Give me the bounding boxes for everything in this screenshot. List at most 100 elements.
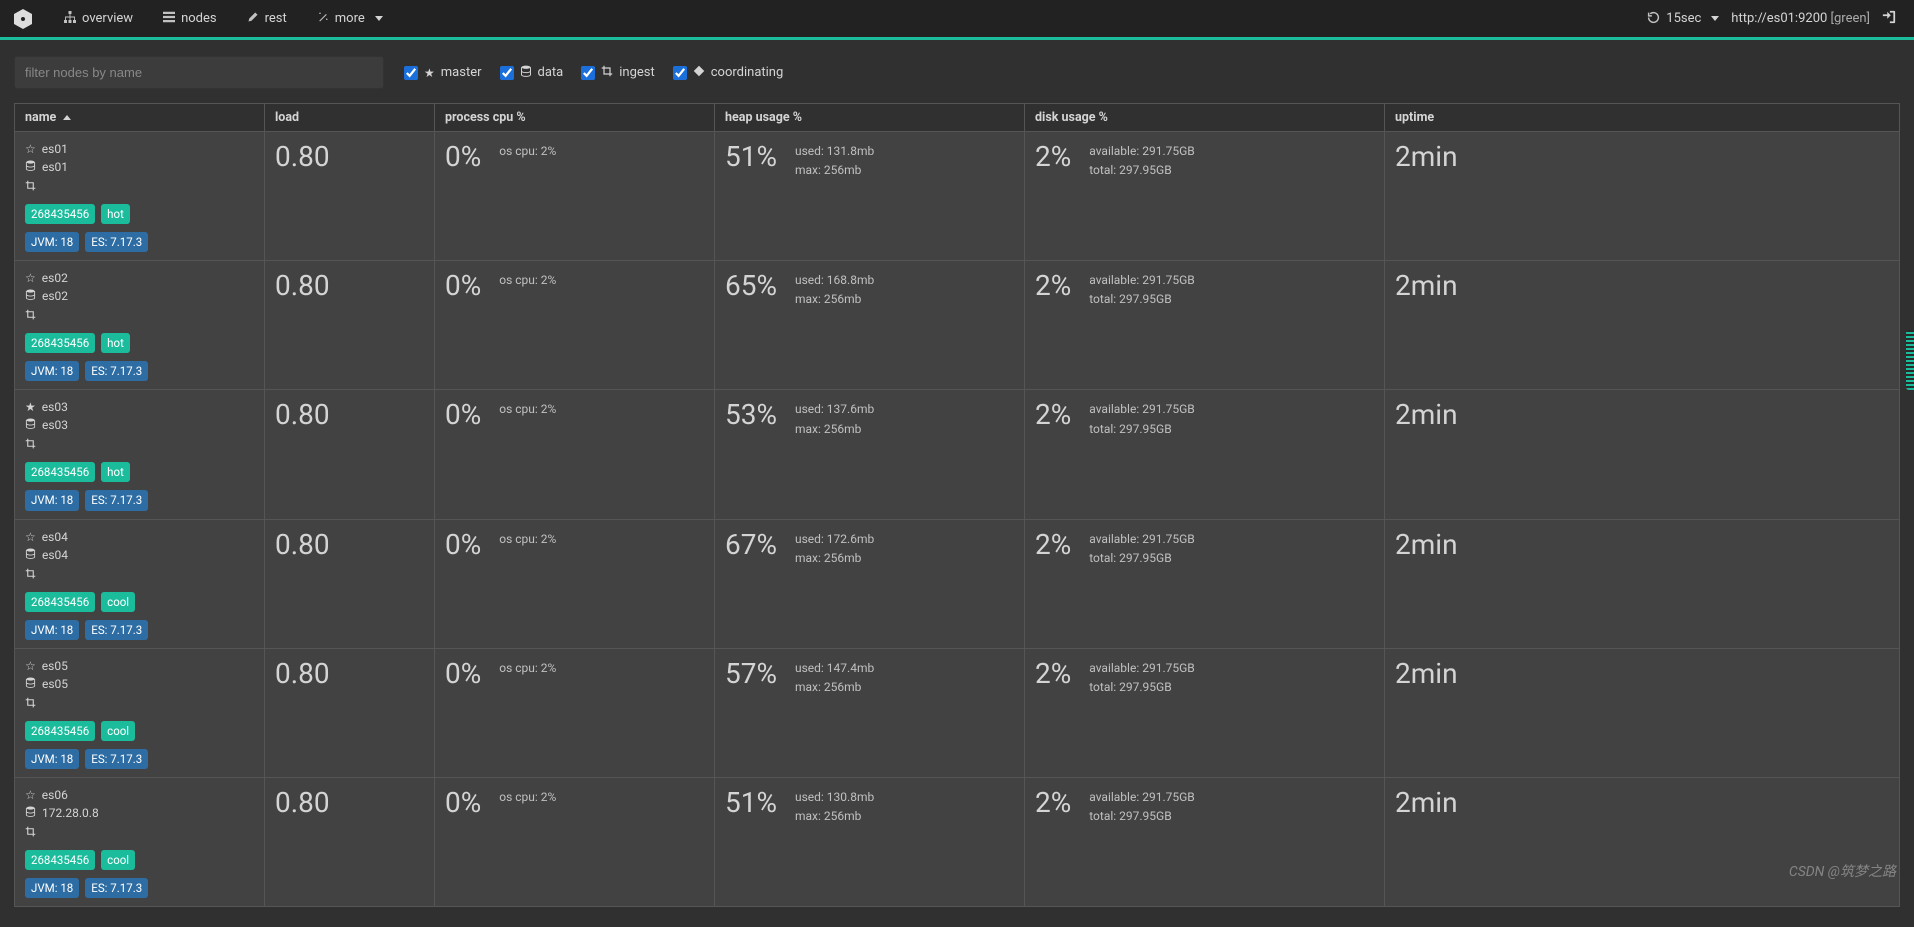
col-header-cpu[interactable]: process cpu % xyxy=(435,104,715,132)
heap-used-value: used: 147.4mb xyxy=(795,659,874,678)
role-filter-coordinating[interactable]: coordinating xyxy=(673,65,784,80)
heap-pct-value: 65% xyxy=(725,269,777,303)
jvm-badge: JVM: 18 xyxy=(25,878,79,898)
nav-rest-label: rest xyxy=(265,11,287,26)
nav-rest[interactable]: rest xyxy=(233,3,301,34)
master-eligible-star-icon xyxy=(25,786,36,804)
role-ingest-label: ingest xyxy=(619,65,655,80)
node-name-cell: es01es01268435456hotJVM: 18ES: 7.17.3 xyxy=(15,132,265,261)
heap-max-value: max: 256mb xyxy=(795,161,874,180)
heap-pct-value: 51% xyxy=(725,786,777,820)
table-row: es01es01268435456hotJVM: 18ES: 7.17.30.8… xyxy=(15,132,1900,261)
heap-pct-value: 57% xyxy=(725,657,777,691)
role-filter-master[interactable]: ★ master xyxy=(404,65,482,80)
role-coordinating-checkbox[interactable] xyxy=(673,66,687,80)
disk-total-value: total: 297.95GB xyxy=(1089,807,1195,826)
node-uptime-cell: 2min xyxy=(1385,648,1900,777)
database-icon xyxy=(25,804,36,822)
role-filters: ★ master data ingest coordinating xyxy=(404,65,783,80)
col-header-name[interactable]: name xyxy=(15,104,265,132)
process-cpu-value: 0% xyxy=(445,269,481,303)
node-cpu-cell: 0%os cpu: 2% xyxy=(435,390,715,519)
attr-badge: 268435456 xyxy=(25,462,95,482)
process-cpu-value: 0% xyxy=(445,786,481,820)
nav-right: 15sec http://es01:9200 [green] xyxy=(1647,10,1904,28)
node-disk-cell: 2%available: 291.75GBtotal: 297.95GB xyxy=(1025,519,1385,648)
side-drawer-handle[interactable] xyxy=(1906,330,1914,390)
refresh-interval[interactable]: 15sec xyxy=(1647,11,1719,27)
app-logo[interactable] xyxy=(10,6,36,32)
tier-badge: hot xyxy=(101,204,130,224)
role-data-checkbox[interactable] xyxy=(500,66,514,80)
sort-asc-icon xyxy=(63,115,71,120)
node-host: es04 xyxy=(42,546,68,564)
process-cpu-value: 0% xyxy=(445,140,481,174)
nav-overview[interactable]: overview xyxy=(50,3,147,34)
col-heap-label: heap usage % xyxy=(725,110,802,125)
master-star-icon xyxy=(25,398,36,416)
disk-total-value: total: 297.95GB xyxy=(1089,420,1195,439)
process-cpu-value: 0% xyxy=(445,528,481,562)
os-cpu-value: os cpu: 2% xyxy=(499,659,556,678)
node-name[interactable]: es05 xyxy=(42,657,68,675)
node-name-cell: es04es04268435456coolJVM: 18ES: 7.17.3 xyxy=(15,519,265,648)
node-name[interactable]: es06 xyxy=(42,786,68,804)
col-cpu-label: process cpu % xyxy=(445,110,526,125)
filter-nodes-input[interactable] xyxy=(14,56,384,89)
tier-badge: cool xyxy=(101,721,135,741)
jvm-badge: JVM: 18 xyxy=(25,232,79,252)
disk-total-value: total: 297.95GB xyxy=(1089,290,1195,309)
heap-pct-value: 67% xyxy=(725,528,777,562)
role-data-label: data xyxy=(538,65,564,80)
node-load-cell: 0.80 xyxy=(265,648,435,777)
col-header-heap[interactable]: heap usage % xyxy=(715,104,1025,132)
cluster-host[interactable]: http://es01:9200 [green] xyxy=(1731,11,1870,26)
disk-total-value: total: 297.95GB xyxy=(1089,549,1195,568)
col-uptime-label: uptime xyxy=(1395,110,1434,125)
node-heap-cell: 51%used: 130.8mbmax: 256mb xyxy=(715,777,1025,906)
node-load-cell: 0.80 xyxy=(265,390,435,519)
uptime-value: 2min xyxy=(1395,398,1889,432)
host-url: http://es01:9200 xyxy=(1731,11,1827,26)
top-nav: overview nodes rest more 15sec xyxy=(0,0,1914,40)
es-version-badge: ES: 7.17.3 xyxy=(85,361,148,381)
role-filter-ingest[interactable]: ingest xyxy=(581,65,655,80)
load-value: 0.80 xyxy=(275,269,424,303)
es-version-badge: ES: 7.17.3 xyxy=(85,232,148,252)
col-header-load[interactable]: load xyxy=(265,104,435,132)
load-value: 0.80 xyxy=(275,528,424,562)
os-cpu-value: os cpu: 2% xyxy=(499,142,556,161)
chevron-down-icon xyxy=(375,16,383,21)
attr-badge: 268435456 xyxy=(25,592,95,612)
heap-max-value: max: 256mb xyxy=(795,807,874,826)
disk-pct-value: 2% xyxy=(1035,786,1071,820)
disconnect-icon[interactable] xyxy=(1882,10,1896,28)
role-filter-data[interactable]: data xyxy=(500,65,564,80)
disk-total-value: total: 297.95GB xyxy=(1089,161,1195,180)
role-ingest-checkbox[interactable] xyxy=(581,66,595,80)
tier-badge: hot xyxy=(101,333,130,353)
load-value: 0.80 xyxy=(275,657,424,691)
nav-more[interactable]: more xyxy=(303,3,397,34)
role-master-checkbox[interactable] xyxy=(404,66,418,80)
col-header-uptime[interactable]: uptime xyxy=(1385,104,1900,132)
es-version-badge: ES: 7.17.3 xyxy=(85,749,148,769)
node-host: 172.28.0.8 xyxy=(42,804,99,822)
uptime-value: 2min xyxy=(1395,269,1889,303)
crop-icon xyxy=(25,566,36,584)
master-eligible-star-icon xyxy=(25,657,36,675)
node-uptime-cell: 2min xyxy=(1385,777,1900,906)
col-header-disk[interactable]: disk usage % xyxy=(1025,104,1385,132)
crop-icon xyxy=(601,65,613,80)
nav-nodes[interactable]: nodes xyxy=(149,3,231,34)
node-name[interactable]: es03 xyxy=(42,398,68,416)
node-name[interactable]: es02 xyxy=(42,269,68,287)
role-coordinating-label: coordinating xyxy=(711,65,784,80)
chevron-down-icon xyxy=(1711,16,1719,21)
node-name[interactable]: es04 xyxy=(42,528,68,546)
disk-total-value: total: 297.95GB xyxy=(1089,678,1195,697)
col-name-label: name xyxy=(25,110,56,125)
disk-available-value: available: 291.75GB xyxy=(1089,271,1195,290)
node-heap-cell: 53%used: 137.6mbmax: 256mb xyxy=(715,390,1025,519)
node-name[interactable]: es01 xyxy=(42,140,68,158)
